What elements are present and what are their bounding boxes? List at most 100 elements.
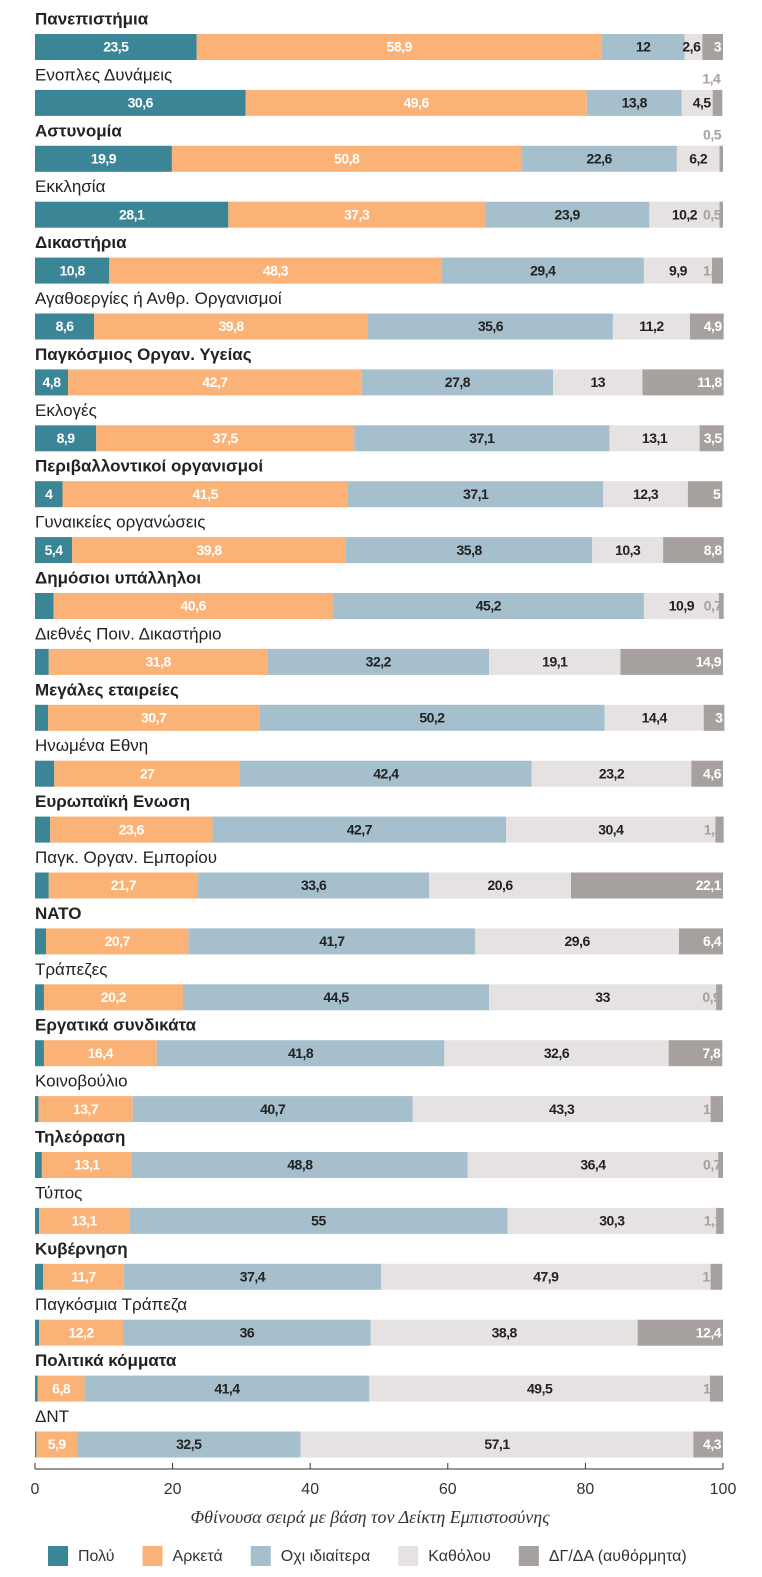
value-label: 4,5 xyxy=(693,95,712,111)
value-label: 38,8 xyxy=(492,1324,518,1340)
bar-segment xyxy=(719,145,723,172)
category-label: Αστυνομία xyxy=(35,121,122,140)
bar-segment xyxy=(68,369,362,396)
bar-segment xyxy=(48,704,260,731)
bar-segment xyxy=(53,593,333,619)
value-label: 22,1 xyxy=(696,877,722,893)
bar-segment xyxy=(699,425,724,452)
value-label: 37,1 xyxy=(469,430,495,446)
value-label: 1,6 xyxy=(703,262,722,278)
value-label: 5,9 xyxy=(48,1436,67,1452)
value-label: 1,2 xyxy=(704,821,723,837)
category-label: Τύπος xyxy=(35,1183,82,1202)
bar-segment xyxy=(367,313,613,340)
bar-segment xyxy=(84,1375,370,1402)
value-label: 10,8 xyxy=(60,262,86,278)
bar-segment xyxy=(39,1319,124,1346)
legend-swatch xyxy=(518,1546,539,1566)
value-label: 42,7 xyxy=(202,374,228,390)
legend-swatch xyxy=(398,1546,419,1566)
bar-segment xyxy=(240,760,532,787)
value-label: 0,7 xyxy=(704,598,723,614)
bar-segment xyxy=(48,648,268,675)
legend-label: Καθόλου xyxy=(428,1548,491,1565)
value-label: 30,7 xyxy=(141,710,167,726)
bar-segment xyxy=(412,1096,711,1123)
bar-segment xyxy=(601,34,685,60)
legend-label: Πολύ xyxy=(78,1548,115,1565)
value-label: 40,6 xyxy=(181,598,207,614)
bar-segment xyxy=(710,1096,723,1123)
category-label: Δικαστήρια xyxy=(35,233,127,252)
value-label: 12 xyxy=(636,39,651,55)
bar-segment xyxy=(267,648,490,675)
bar-segment xyxy=(489,648,621,675)
value-label: 7,8 xyxy=(702,1045,721,1061)
value-label: 28,1 xyxy=(119,206,145,222)
bar-segment xyxy=(570,872,723,899)
value-label: 36 xyxy=(240,1324,255,1340)
value-label: 19,1 xyxy=(542,654,568,670)
value-label: 36,4 xyxy=(580,1157,606,1173)
category-label: Πανεπιστήμια xyxy=(35,9,149,28)
bar-segment xyxy=(691,760,723,787)
x-tick-label: 20 xyxy=(164,1481,182,1498)
bar-segment xyxy=(182,984,490,1011)
value-label: 14,9 xyxy=(696,654,722,670)
value-label: 50,2 xyxy=(419,710,445,726)
bar-segment xyxy=(35,704,49,731)
value-label: 47,9 xyxy=(533,1269,559,1285)
value-label: 48,3 xyxy=(263,262,289,278)
bar-segment xyxy=(35,928,47,955)
value-label: 39,8 xyxy=(196,542,222,558)
bar-segment xyxy=(484,201,650,228)
category-label: Μεγάλες εταιρείες xyxy=(35,680,179,699)
value-label: 30,3 xyxy=(599,1213,625,1229)
bar-segment xyxy=(43,1263,124,1290)
value-label: 49,5 xyxy=(527,1380,553,1396)
bar-segment xyxy=(123,1319,371,1346)
bar-segment xyxy=(228,201,485,228)
bar-segment xyxy=(710,1263,723,1290)
category-label: ΔΝΤ xyxy=(35,1407,69,1426)
x-tick-label: 60 xyxy=(439,1481,457,1498)
category-label: Τηλεόραση xyxy=(35,1127,125,1146)
bar-segment xyxy=(35,1096,39,1123)
category-label: Παγκόσμιος Οργαν. Υγείας xyxy=(35,345,252,364)
value-label: 21,7 xyxy=(111,877,137,893)
bar-segment xyxy=(196,34,602,60)
category-label: Τράπεζες xyxy=(35,960,107,979)
bar-segment xyxy=(35,257,110,284)
value-label: 13,1 xyxy=(72,1213,98,1229)
value-label: 22,6 xyxy=(587,151,613,167)
legend-swatch xyxy=(250,1546,271,1566)
value-label: 8,6 xyxy=(56,318,75,334)
value-label: 41,5 xyxy=(193,486,219,502)
value-label: 13,7 xyxy=(73,1101,99,1117)
bar-segment xyxy=(41,1152,133,1178)
value-label: 4 xyxy=(45,486,53,502)
value-label: 23,6 xyxy=(119,821,145,837)
bar-segment xyxy=(35,648,49,675)
category-label: Αγαθοεργίες ή Ανθρ. Οργανισμοί xyxy=(35,289,282,308)
bar-segment xyxy=(668,1040,723,1067)
bar-segment xyxy=(718,1152,723,1178)
value-label: 35,6 xyxy=(478,318,504,334)
category-label: Διεθνές Ποιν. Δικαστήριο xyxy=(35,624,222,643)
bar-segment xyxy=(35,1431,37,1458)
value-label: 55 xyxy=(311,1213,326,1229)
bar-segment xyxy=(76,1431,301,1458)
bar-segment xyxy=(467,1152,719,1178)
bar-segment xyxy=(35,1152,42,1178)
bar-segment xyxy=(354,425,610,452)
value-label: 6,2 xyxy=(689,151,708,167)
bar-segment xyxy=(586,89,682,116)
legend-swatch xyxy=(142,1546,163,1566)
value-label: 32,2 xyxy=(366,654,392,670)
value-label: 4,6 xyxy=(703,765,722,781)
bar-segment xyxy=(506,816,716,843)
bar-segment xyxy=(132,1152,468,1178)
bar-segment xyxy=(129,1207,508,1234)
bar-segment xyxy=(259,704,605,731)
bar-segment xyxy=(35,537,73,564)
